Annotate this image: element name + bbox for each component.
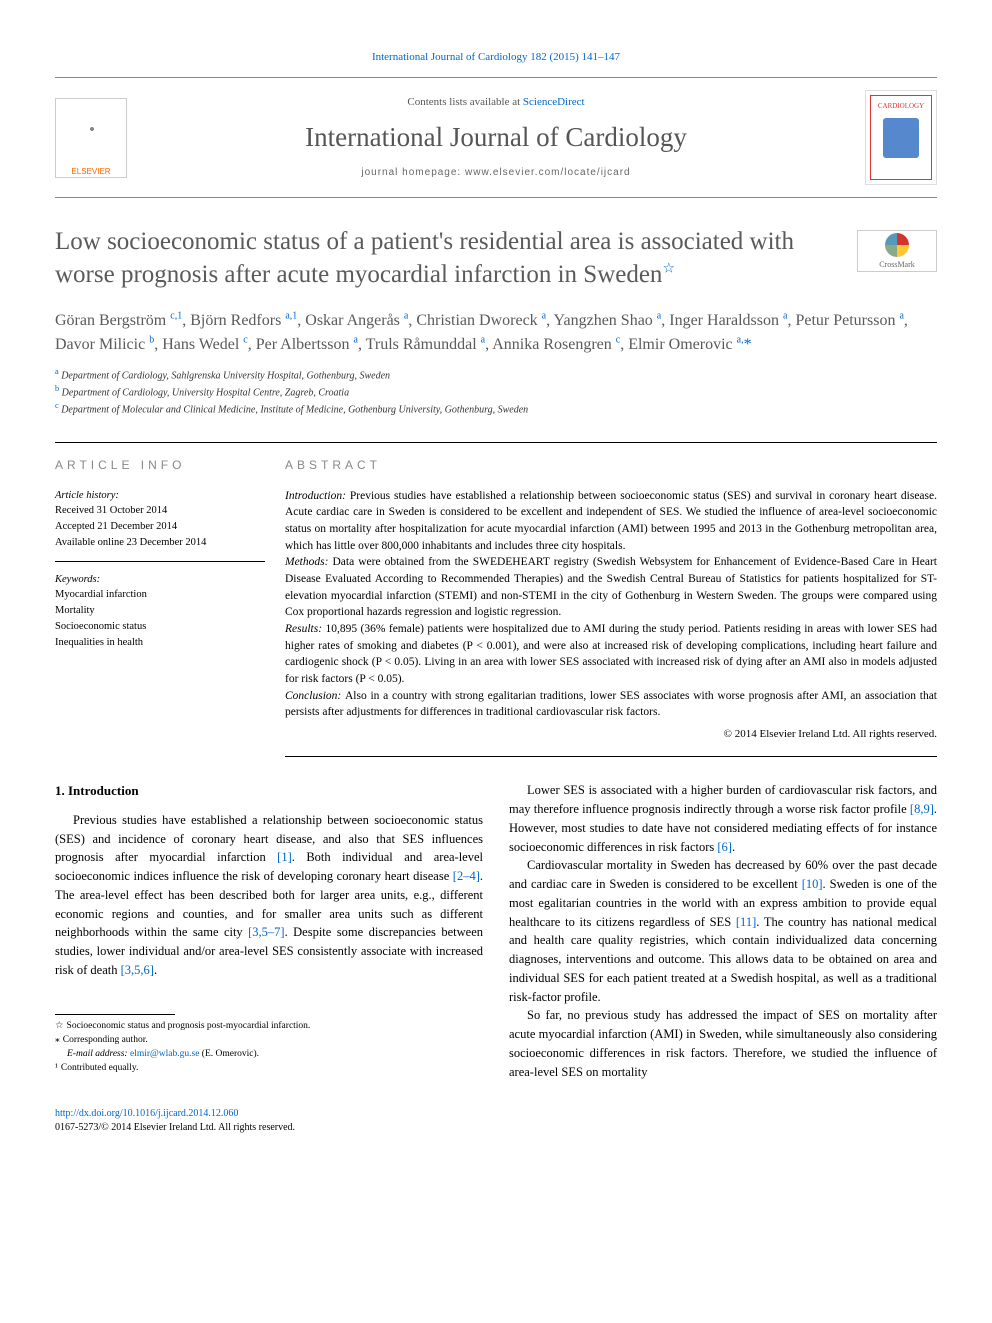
- author-list: Göran Bergström c,1, Björn Redfors a,1, …: [55, 309, 937, 355]
- issn-line: 0167-5273/© 2014 Elsevier Ireland Ltd. A…: [55, 1121, 937, 1135]
- masthead: ELSEVIER Contents lists available at Sci…: [55, 77, 937, 198]
- contents-line: Contents lists available at ScienceDirec…: [147, 95, 845, 110]
- ref-link[interactable]: [8,9]: [910, 802, 934, 816]
- article-info-label: ARTICLE INFO: [55, 457, 265, 474]
- star-icon: ☆: [55, 1021, 64, 1031]
- footnotes: ☆Socioeconomic status and prognosis post…: [55, 1019, 475, 1076]
- article-history: Article history: Received 31 October 201…: [55, 488, 265, 562]
- affiliation-line: b Department of Cardiology, University H…: [55, 383, 937, 400]
- keywords-block: Keywords: Myocardial infarctionMortality…: [55, 572, 265, 661]
- elsevier-logo-label: ELSEVIER: [71, 166, 110, 177]
- ref-link[interactable]: [10]: [802, 877, 823, 891]
- ref-link[interactable]: [11]: [736, 915, 756, 929]
- article-body: 1. Introduction Previous studies have es…: [55, 781, 937, 1081]
- masthead-center: Contents lists available at ScienceDirec…: [127, 95, 865, 180]
- article-title: Low socioeconomic status of a patient's …: [55, 226, 937, 291]
- elsevier-logo[interactable]: ELSEVIER: [55, 98, 127, 178]
- journal-cover-thumb[interactable]: CARDIOLOGY: [865, 90, 937, 185]
- section-heading-intro: 1. Introduction: [55, 781, 483, 801]
- ref-link[interactable]: [6]: [717, 840, 732, 854]
- title-star-icon[interactable]: ☆: [662, 262, 675, 277]
- keyword-item: Inequalities in health: [55, 635, 265, 651]
- keyword-item: Socioeconomic status: [55, 619, 265, 635]
- ref-link[interactable]: [2–4]: [453, 869, 480, 883]
- crossmark-label: CrossMark: [879, 259, 915, 270]
- crossmark-icon: [885, 233, 909, 257]
- keyword-item: Myocardial infarction: [55, 587, 265, 603]
- journal-homepage: journal homepage: www.elsevier.com/locat…: [147, 166, 845, 180]
- sciencedirect-link[interactable]: ScienceDirect: [523, 96, 585, 108]
- asterisk-icon: ⁎: [55, 1035, 60, 1045]
- page-footer: http://dx.doi.org/10.1016/j.ijcard.2014.…: [55, 1107, 937, 1135]
- cardiology-label: CARDIOLOGY: [878, 102, 924, 112]
- article-info-sidebar: ARTICLE INFO Article history: Received 3…: [55, 443, 285, 758]
- ref-link[interactable]: [3,5–7]: [248, 925, 284, 939]
- affiliation-line: c Department of Molecular and Clinical M…: [55, 400, 937, 417]
- body-col-left: 1. Introduction Previous studies have es…: [55, 781, 483, 1081]
- ref-link[interactable]: [3,5,6]: [121, 963, 154, 977]
- email-link[interactable]: elmir@wlab.gu.se: [130, 1049, 199, 1059]
- abstract-label: ABSTRACT: [285, 457, 937, 474]
- affiliation-line: a Department of Cardiology, Sahlgrenska …: [55, 366, 937, 383]
- keyword-item: Mortality: [55, 603, 265, 619]
- abstract: ABSTRACT Introduction: Previous studies …: [285, 443, 937, 758]
- abstract-copyright: © 2014 Elsevier Ireland Ltd. All rights …: [285, 727, 937, 742]
- crossmark-badge[interactable]: CrossMark: [857, 230, 937, 272]
- doi-link[interactable]: http://dx.doi.org/10.1016/j.ijcard.2014.…: [55, 1108, 238, 1119]
- ref-link[interactable]: [1]: [277, 850, 292, 864]
- journal-citation[interactable]: International Journal of Cardiology 182 …: [55, 50, 937, 65]
- body-col-right: Lower SES is associated with a higher bu…: [509, 781, 937, 1081]
- affiliation-list: a Department of Cardiology, Sahlgrenska …: [55, 366, 937, 418]
- journal-name: International Journal of Cardiology: [147, 119, 845, 157]
- footnote-rule: [55, 1014, 175, 1015]
